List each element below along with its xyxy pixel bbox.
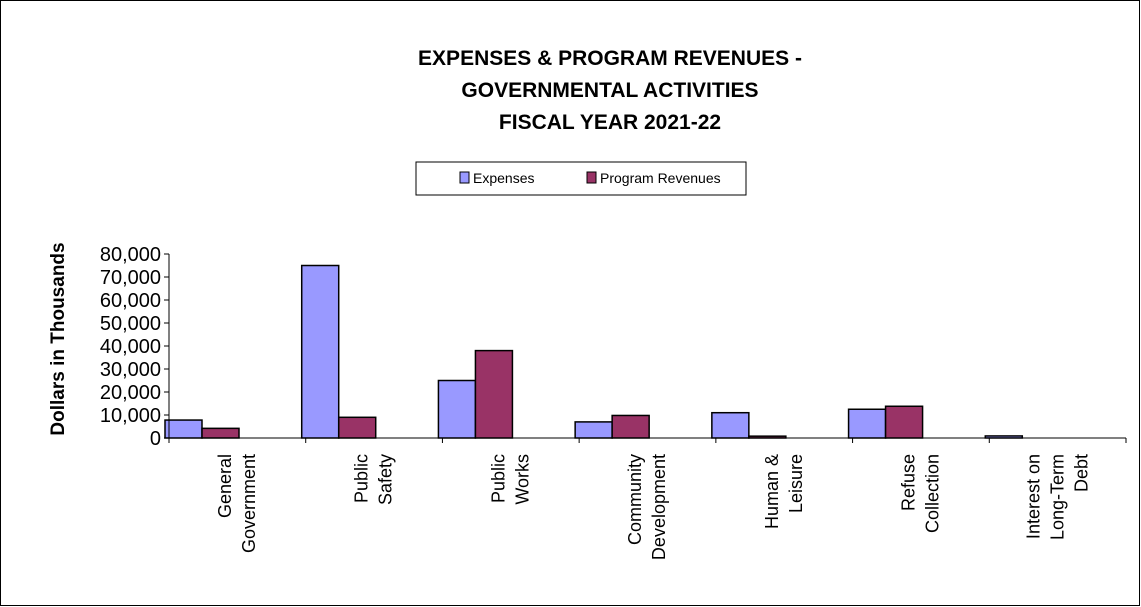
bar-expenses [847, 408, 887, 439]
y-tick-label: 10,000 [100, 405, 161, 427]
chart-title-line-3: FISCAL YEAR 2021-22 [499, 111, 721, 134]
x-axis-category-labels: General Government Public Safety Public Works… [215, 454, 1091, 560]
x-category-label: Collection [923, 454, 943, 533]
legend: Expenses Program Revenues [415, 161, 747, 196]
bar-expenses [300, 264, 340, 439]
x-category-label: Refuse [899, 454, 919, 511]
bar-program-revenues [611, 414, 650, 439]
y-axis-ticks: 010,00020,00030,00040,00050,00060,00070,… [100, 244, 169, 450]
x-category-label: Public [352, 454, 372, 503]
x-category-label: General [215, 454, 235, 518]
x-axis-ticks [168, 438, 1127, 443]
bar-expenses [437, 379, 477, 439]
x-category-label: Long-Term [1047, 454, 1067, 540]
legend-swatch-program-revenues [586, 171, 597, 184]
y-tick-label: 0 [150, 428, 161, 450]
x-category-label: Public [488, 454, 508, 503]
x-category-label: Safety [376, 454, 396, 505]
y-tick-label: 50,000 [100, 313, 161, 335]
chart-title-line-2: GOVERNMENTAL ACTIVITIES [461, 79, 758, 102]
chart-title: EXPENSES & PROGRAM REVENUES - GOVERNMENTA… [418, 47, 802, 134]
legend-box [415, 161, 747, 196]
y-tick-label: 70,000 [100, 267, 161, 289]
y-tick-label: 80,000 [100, 244, 161, 266]
x-category-label: Human & [762, 454, 782, 529]
y-tick-label: 30,000 [100, 359, 161, 381]
y-tick-label: 60,000 [100, 290, 161, 312]
bar-program-revenues [884, 405, 924, 439]
bar-program-revenues [201, 427, 240, 439]
x-category-label: Interest on [1023, 454, 1043, 539]
x-category-label: Development [649, 454, 669, 560]
bar-expenses [574, 421, 613, 439]
bar-expenses [711, 411, 750, 439]
y-tick-label: 20,000 [100, 382, 161, 404]
bar-program-revenues [337, 416, 377, 439]
axes [168, 254, 1126, 439]
x-category-label: Community [625, 454, 645, 545]
x-category-label: Leisure [786, 454, 806, 513]
y-axis-label: Dollars in Thousands [48, 242, 69, 435]
bar-program-revenues [474, 349, 514, 439]
bar-expenses [164, 419, 203, 439]
legend-label-program-revenues: Program Revenues [600, 170, 721, 186]
chart-title-line-1: EXPENSES & PROGRAM REVENUES - [418, 47, 802, 70]
bars [164, 264, 1024, 439]
x-category-label: Works [512, 454, 532, 505]
x-category-label: Government [239, 454, 259, 553]
x-category-label: Debt [1071, 454, 1091, 492]
y-tick-label: 40,000 [100, 336, 161, 358]
legend-label-expenses: Expenses [473, 170, 534, 186]
legend-swatch-expenses [459, 171, 470, 184]
